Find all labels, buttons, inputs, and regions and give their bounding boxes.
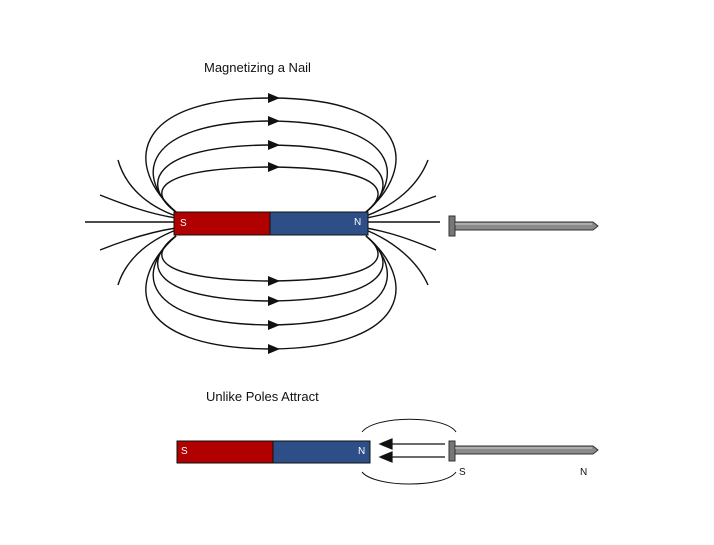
attraction-arrows (378, 438, 445, 463)
nail-2 (448, 440, 599, 462)
field-line-top-4 (145, 97, 397, 213)
nail-north-label: N (580, 467, 588, 478)
magnet1-north-label: N (354, 217, 362, 228)
arrow-icon (268, 320, 280, 330)
arrow-icon (268, 344, 280, 354)
arrow-icon (268, 276, 280, 286)
field-line-left-1 (99, 194, 177, 219)
field-line-left-3 (99, 227, 177, 251)
arrow-icon (268, 93, 280, 103)
field-line-top-1 (161, 166, 379, 213)
field-line-left-2 (117, 159, 177, 217)
magnet2-south-label: S (181, 446, 188, 457)
field-lines (85, 97, 440, 350)
magnet2-north-label: N (358, 446, 366, 457)
field-line-right-3 (365, 227, 437, 251)
field-line-right-2 (365, 159, 429, 217)
field-line-right-1 (365, 195, 437, 219)
arrow-icon (268, 116, 280, 126)
gap-field-curves (361, 418, 457, 485)
arrow-icon (268, 162, 280, 172)
magnet-north-half (269, 211, 369, 236)
field-line-bottom-1 (161, 235, 379, 282)
magnet-south-half (176, 440, 274, 464)
bar-magnet-1 (173, 211, 369, 236)
diagram-title-magnetizing: Magnetizing a Nail (204, 60, 311, 75)
field-line-bottom-2 (157, 235, 384, 302)
nail-head (448, 215, 456, 237)
field-line-top-2 (157, 144, 384, 213)
diagram-title-attract: Unlike Poles Attract (206, 389, 319, 404)
arrow-icon (268, 296, 280, 306)
magnet1-south-label: S (180, 218, 187, 229)
nail-south-label: S (459, 467, 466, 478)
field-arrows (268, 93, 280, 354)
magnet-north-half (272, 440, 371, 464)
field-line-bottom-4 (145, 235, 397, 350)
arrow-icon (268, 140, 280, 150)
field-line-left-4 (117, 229, 177, 286)
nail-shank (454, 221, 599, 231)
arrow-icon (378, 451, 393, 463)
nail-shank (454, 445, 599, 455)
nail-head (448, 440, 456, 462)
magnet-south-half (173, 211, 271, 236)
field-line-right-4 (365, 229, 429, 286)
nail-1 (448, 215, 599, 237)
bar-magnet-2 (176, 440, 371, 464)
arrow-icon (378, 438, 393, 450)
